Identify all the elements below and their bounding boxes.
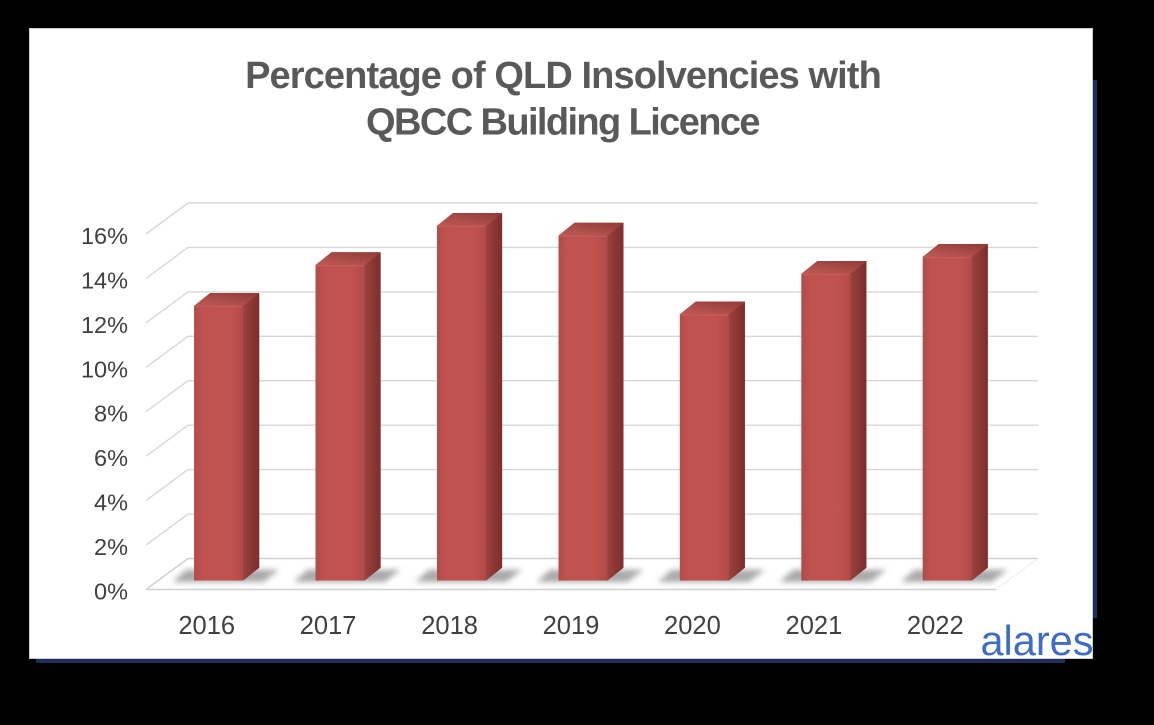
svg-text:12%: 12% [81, 312, 128, 338]
svg-text:16%: 16% [81, 223, 128, 249]
svg-text:0%: 0% [94, 579, 128, 605]
svg-text:2021: 2021 [786, 612, 843, 640]
svg-text:2018: 2018 [421, 612, 478, 640]
svg-text:4%: 4% [94, 490, 128, 516]
svg-text:2017: 2017 [300, 612, 357, 640]
svg-text:8%: 8% [94, 401, 128, 427]
svg-text:2019: 2019 [543, 612, 600, 640]
svg-text:2016: 2016 [178, 612, 235, 640]
svg-text:14%: 14% [81, 267, 128, 293]
svg-text:alares: alares [980, 617, 1093, 664]
svg-text:2020: 2020 [664, 612, 721, 640]
svg-text:10%: 10% [81, 356, 128, 382]
svg-text:QBCC Building Licence: QBCC Building Licence [366, 102, 759, 144]
svg-text:Percentage of QLD Insolvencies: Percentage of QLD Insolvencies with [245, 55, 881, 97]
svg-text:6%: 6% [94, 445, 128, 471]
svg-text:2022: 2022 [907, 612, 964, 640]
svg-text:2%: 2% [94, 534, 128, 560]
